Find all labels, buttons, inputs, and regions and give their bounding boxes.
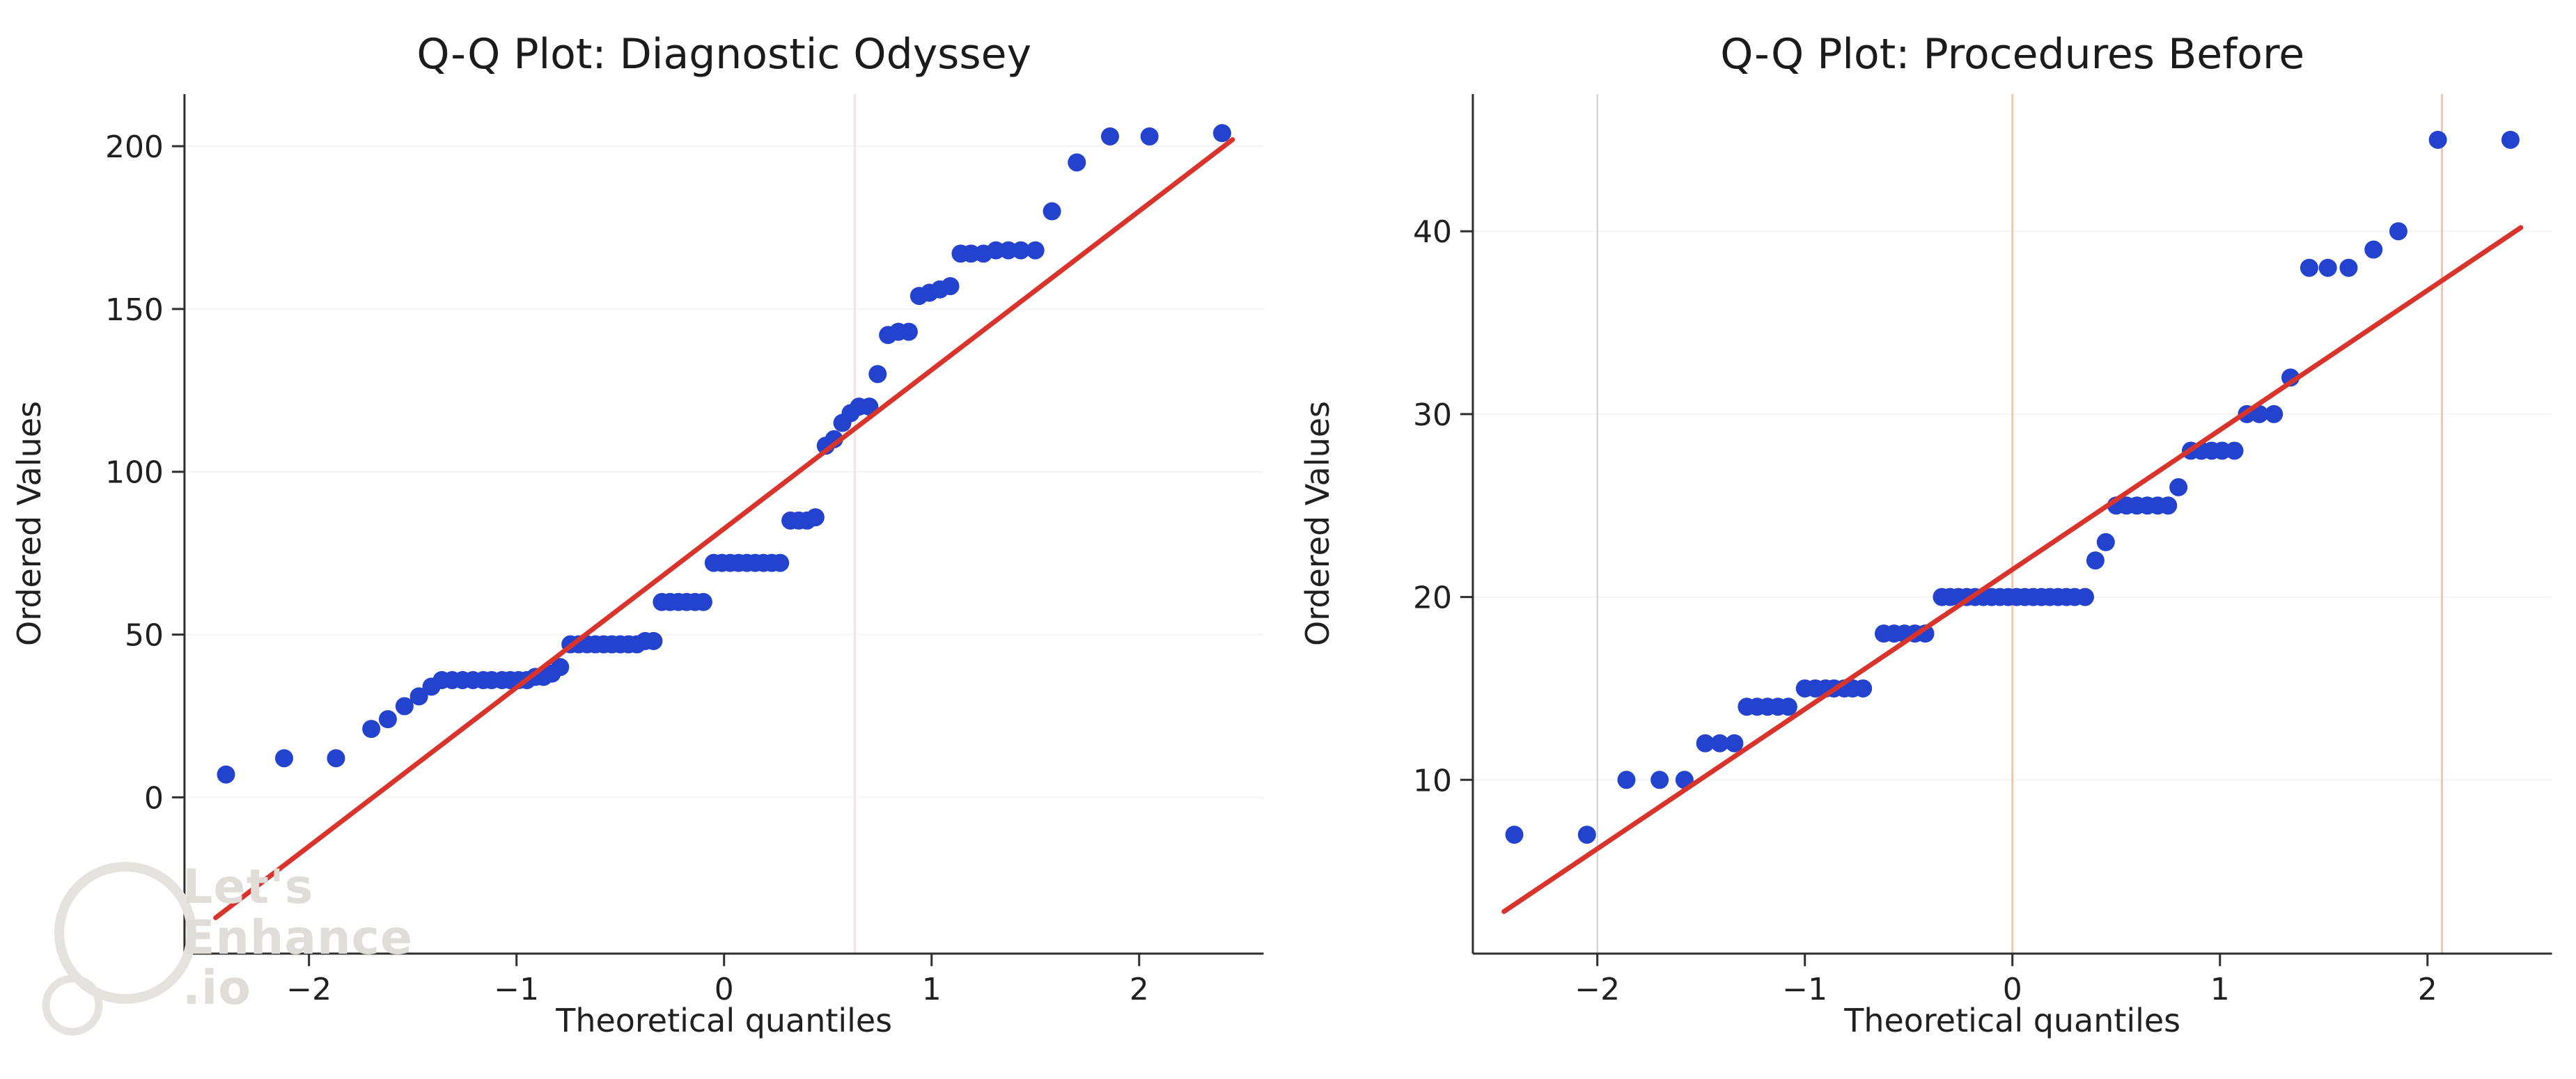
x-tick-label: 0 — [715, 972, 734, 1007]
scatter-point — [1779, 698, 1797, 716]
scatter-point — [1505, 826, 1524, 844]
scatter-point — [2264, 404, 2283, 423]
x-tick-label: 0 — [2002, 972, 2022, 1007]
watermark-logo-bubble — [42, 975, 103, 1036]
scatter-point — [868, 365, 887, 384]
scatter-point — [1068, 153, 1086, 172]
scatter-point — [2086, 551, 2105, 570]
watermark-text-line2: Enhance — [182, 911, 413, 966]
x-tick-label: 2 — [1130, 972, 1149, 1007]
scatter-point — [1616, 771, 1635, 789]
scatter-point — [1043, 202, 1061, 221]
scatter-point — [2158, 496, 2177, 515]
chart-panel-right: −2 −1 0 1 2 10 20 30 40 Q-Q Plot: Procedures Bef… — [1288, 0, 2576, 1079]
y-tick-label: 40 — [1412, 214, 1451, 250]
scatter-point — [1011, 241, 1030, 260]
y-tick-label: 30 — [1412, 397, 1451, 433]
x-tick-label: −1 — [1782, 972, 1827, 1007]
scatter-point — [1100, 127, 1119, 145]
scatter-point — [999, 241, 1018, 260]
scatter-point — [1710, 734, 1729, 753]
scatter-point — [1853, 679, 1872, 698]
scatter-point — [2428, 130, 2447, 149]
scatter-point — [362, 720, 381, 739]
scatter-point — [2300, 258, 2318, 277]
watermark-lets-enhance: Let's Enhance .io — [36, 830, 468, 1069]
scatter-point — [1696, 734, 1715, 753]
scatter-point — [644, 631, 663, 650]
x-tick-label: 1 — [2210, 972, 2229, 1007]
scatter-point — [2339, 258, 2357, 277]
scatter-point — [1026, 241, 1045, 260]
scatter-point — [1650, 771, 1669, 789]
scatter-point — [2364, 240, 2382, 259]
y-tick-label: 100 — [105, 455, 164, 491]
scatter-point — [962, 244, 981, 263]
scatter-point — [409, 687, 428, 706]
scatter-point — [987, 241, 1006, 260]
qq-reference-line — [1501, 225, 2523, 914]
scatter-point — [274, 749, 293, 768]
watermark-text-line1: Let's — [182, 860, 313, 915]
scatter-point — [2501, 130, 2520, 149]
chart-panel-left: −2 −1 0 1 2 0 50 100 150 200 Q-Q Plot: Diagnostic… — [10, 30, 1264, 1039]
scatter-point — [2318, 258, 2337, 277]
scatter-point — [2075, 588, 2094, 606]
x-tick-label: −1 — [494, 972, 539, 1007]
x-axis-label: Theoretical quantiles — [555, 1002, 892, 1039]
scatter-point — [2249, 404, 2268, 423]
x-tick-label: −2 — [286, 972, 331, 1007]
x-tick-label: 1 — [922, 972, 942, 1007]
chart-title: Q-Q Plot: Diagnostic Odyssey — [416, 30, 1031, 79]
scatter-point — [217, 765, 235, 784]
scatter-point — [771, 553, 790, 572]
x-tick-label: 2 — [2417, 972, 2437, 1007]
y-tick-label: 20 — [1412, 581, 1451, 616]
y-axis-label: Ordered Values — [10, 401, 48, 646]
x-axis-label: Theoretical quantiles — [1843, 1002, 2180, 1039]
y-tick-label: 50 — [125, 618, 164, 654]
scatter-point — [2389, 222, 2407, 241]
qq-plot-procedures-before: −2 −1 0 1 2 10 20 30 40 Q-Q Plot: Procedures Bef… — [1298, 30, 2552, 1039]
watermark-text-line3: .io — [182, 961, 251, 1016]
plot-render-layer-0: −2 −1 0 1 2 0 50 100 150 200 — [105, 94, 1264, 1007]
qq-plot-diagnostic-odyssey: −2 −1 0 1 2 0 50 100 150 200 Q-Q Plot: Diagnostic… — [10, 30, 1264, 1039]
scatter-point — [941, 277, 960, 296]
qq-reference-line — [213, 137, 1235, 920]
scatter-point — [395, 697, 414, 716]
watermark-logo-circle — [54, 862, 196, 1004]
x-tick-label: −2 — [1575, 972, 1620, 1007]
scatter-point — [327, 749, 345, 768]
scatter-point — [1577, 826, 1596, 844]
scatter-point — [2225, 441, 2244, 460]
scatter-point — [1212, 124, 1231, 143]
watermark-graphic: Let's Enhance .io — [42, 860, 413, 1036]
chart-title: Q-Q Plot: Procedures Before — [1720, 30, 2304, 79]
scatter-point — [899, 322, 918, 341]
scatter-point — [1724, 734, 1743, 753]
scatter-point — [2096, 533, 2115, 551]
y-tick-label: 10 — [1412, 763, 1451, 798]
scatter-point — [551, 658, 570, 677]
y-axis-label: Ordered Values — [1298, 401, 1336, 646]
plot-render-layer-1: −2 −1 0 1 2 10 20 30 40 — [1412, 94, 2552, 1007]
scatter-point — [806, 508, 825, 527]
scatter-point — [2212, 441, 2231, 460]
y-tick-label: 200 — [105, 129, 164, 165]
y-tick-label: 150 — [105, 292, 164, 328]
y-tick-label: 0 — [144, 780, 164, 816]
scatter-point — [2169, 478, 2187, 496]
scatter-point — [694, 592, 712, 611]
scatter-point — [378, 710, 397, 729]
scatter-point — [1140, 127, 1159, 145]
